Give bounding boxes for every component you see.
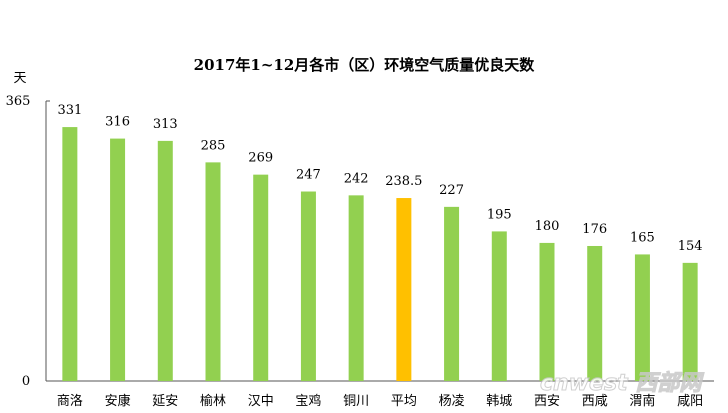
x-tick-label-10: 韩城 (486, 394, 512, 409)
data-label-8: 238.5 (385, 174, 422, 189)
bar-2 (110, 138, 126, 381)
watermark-logo: cnwest 西部网 (540, 370, 704, 396)
y-tick-max: 365 (6, 94, 31, 109)
data-label-6: 247 (296, 168, 321, 183)
bar-6 (300, 191, 316, 381)
y-tick-zero: 0 (22, 374, 30, 389)
data-label-10: 195 (487, 207, 512, 222)
x-tick-label-5: 汉中 (248, 394, 274, 409)
bar-12 (587, 245, 603, 381)
x-tick-label-3: 延安 (152, 394, 178, 409)
bar-8 (396, 198, 412, 381)
chart-title: 2017年1~12月各市（区）环境空气质量优良天数 (194, 56, 536, 74)
x-tick-label-7: 铜川 (343, 394, 369, 409)
bar-13 (634, 254, 650, 381)
bar-10 (491, 231, 507, 381)
bar-11 (539, 242, 555, 381)
bar-5 (253, 174, 269, 381)
x-tick-label-1: 商洛 (57, 394, 83, 409)
bar-7 (348, 195, 364, 381)
x-tick-label-2: 安康 (105, 393, 131, 409)
x-tick-label-4: 榆林 (200, 394, 226, 409)
x-tick-label-9: 杨凌 (439, 394, 465, 409)
x-tick-label-6: 宝鸡 (295, 393, 321, 409)
data-label-3: 313 (153, 117, 178, 132)
bar-14 (682, 262, 698, 381)
data-label-12: 176 (582, 222, 607, 237)
x-tick-label-12: 西咸 (582, 394, 608, 409)
data-label-9: 227 (439, 183, 464, 198)
x-tick-label-11: 西安 (534, 394, 560, 409)
y-axis-label: 天 (13, 71, 26, 86)
data-label-1: 331 (57, 103, 82, 118)
data-label-5: 269 (248, 151, 273, 166)
bar-4 (205, 162, 221, 381)
bar-1 (62, 127, 78, 382)
data-label-7: 242 (344, 171, 369, 186)
x-tick-label-14: 咸阳 (677, 394, 703, 409)
data-label-11: 180 (535, 219, 560, 234)
data-label-14: 154 (678, 239, 703, 254)
x-tick-label-13: 渭南 (629, 393, 655, 409)
bar-3 (157, 140, 173, 381)
bar-9 (444, 206, 460, 381)
x-tick-label-8: 平均 (391, 394, 417, 409)
data-label-4: 285 (201, 138, 226, 153)
data-label-13: 165 (630, 230, 655, 245)
data-label-2: 316 (105, 115, 130, 130)
